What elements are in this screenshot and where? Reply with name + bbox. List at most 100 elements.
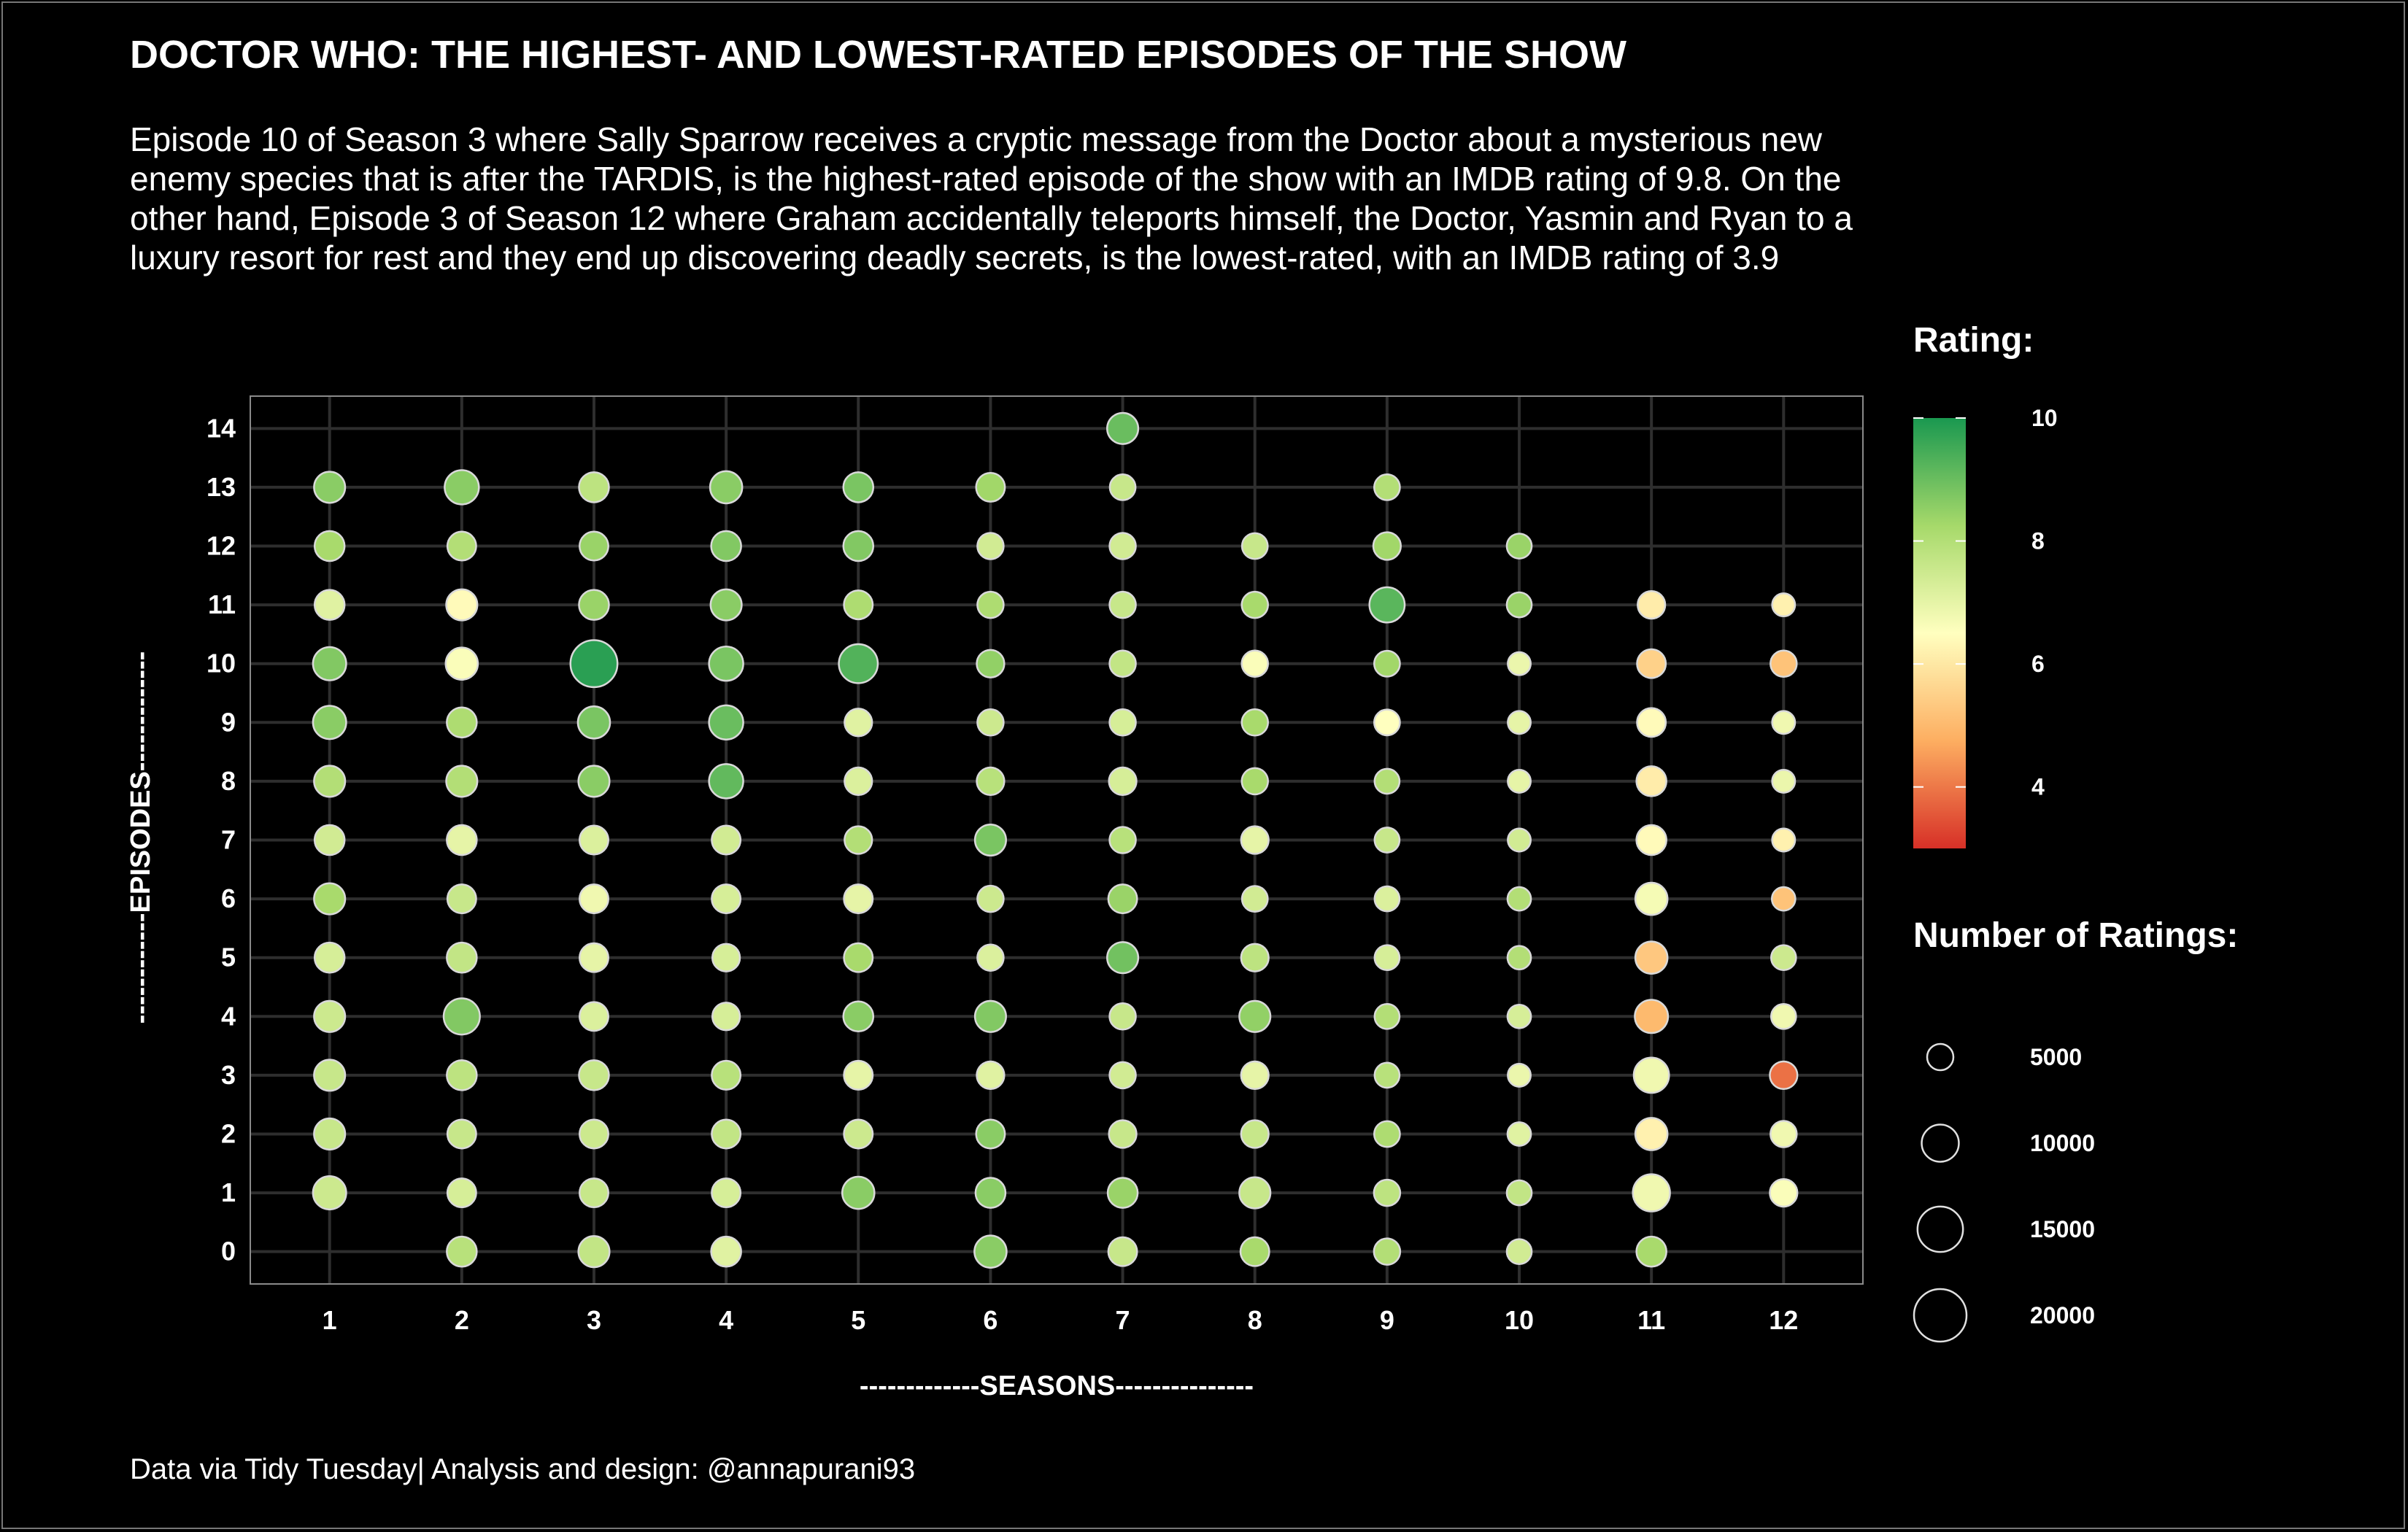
episode-point	[445, 588, 479, 622]
episode-point	[1770, 944, 1797, 972]
episode-point	[444, 469, 480, 506]
episode-point	[844, 708, 873, 738]
episode-point	[1373, 1120, 1401, 1148]
y-tick-label: 2	[221, 1118, 236, 1148]
episode-point	[578, 471, 610, 503]
episode-point	[1106, 1177, 1139, 1209]
episode-point	[843, 1118, 874, 1150]
episode-point	[842, 530, 875, 562]
episode-point	[1107, 1236, 1138, 1267]
episode-point	[1373, 767, 1401, 795]
y-tick-label: 5	[221, 943, 236, 972]
size-legend-circle	[1913, 1288, 1968, 1343]
episode-point	[1106, 411, 1140, 445]
x-axis-ticks: 1 2 3 4 5 6 7 8 9 10 11 12	[323, 1305, 1799, 1335]
episode-point	[711, 1002, 741, 1032]
episode-point	[446, 824, 478, 856]
episode-point	[1373, 1178, 1402, 1207]
episode-point	[1770, 886, 1797, 912]
episode-point	[446, 941, 478, 974]
episode-point	[1635, 824, 1667, 856]
episode-point	[312, 705, 347, 740]
colorbar-ticks: 10 8 6 4	[1913, 405, 2058, 800]
episode-point	[1373, 649, 1401, 678]
episode-point	[579, 942, 609, 973]
episode-point	[973, 999, 1007, 1033]
size-legend-items: 5000 10000 15000 20000	[1913, 1042, 2095, 1343]
size-legend-label: 10000	[2030, 1130, 2095, 1156]
episode-point	[446, 1235, 478, 1268]
episode-point	[579, 1001, 609, 1032]
episode-point	[843, 1059, 874, 1091]
episode-point	[313, 941, 346, 974]
episode-point	[312, 1175, 347, 1211]
episode-point	[844, 766, 873, 797]
episode-point	[1769, 1177, 1799, 1208]
episode-point	[1636, 707, 1667, 738]
episode-point	[313, 882, 347, 916]
episode-point	[711, 824, 742, 856]
episode-point	[711, 883, 742, 915]
episode-point	[579, 883, 609, 915]
x-tick-label: 5	[851, 1305, 865, 1335]
episode-point	[1637, 589, 1667, 620]
episode-point	[708, 645, 744, 682]
episode-point	[1770, 1120, 1798, 1148]
episode-point	[1507, 710, 1532, 735]
episode-point	[313, 1059, 347, 1092]
episode-point	[1373, 944, 1401, 972]
episode-point	[1108, 649, 1137, 678]
episode-point	[579, 1118, 609, 1150]
episode-point	[708, 763, 744, 800]
episode-point	[1507, 827, 1532, 853]
y-tick-label: 6	[221, 883, 236, 913]
y-tick-label: 9	[221, 707, 236, 737]
episode-point	[1505, 533, 1533, 560]
episode-point	[313, 530, 346, 562]
x-axis-title: -------------SEASONS---------------	[860, 1371, 1254, 1401]
episode-point	[975, 471, 1006, 503]
episode-point	[841, 1175, 876, 1210]
episode-point	[844, 825, 873, 855]
episode-point	[1373, 1061, 1401, 1089]
episode-point	[843, 942, 874, 973]
episode-point	[976, 943, 1005, 972]
colorbar-label: 6	[2031, 651, 2045, 677]
y-tick-label: 12	[207, 531, 236, 561]
episode-point	[1240, 590, 1269, 619]
episode-point	[1632, 1173, 1671, 1212]
episode-point	[1506, 1121, 1532, 1147]
y-tick-label: 1	[221, 1177, 236, 1207]
episode-point	[1108, 473, 1137, 501]
episode-point	[1507, 1062, 1532, 1088]
episode-point	[843, 883, 874, 915]
episode-point	[577, 765, 611, 798]
episode-point	[976, 708, 1005, 737]
episode-point	[708, 704, 744, 741]
episode-point	[974, 1177, 1007, 1209]
episode-point	[709, 470, 744, 505]
episode-point	[1238, 999, 1272, 1033]
chart-caption: Data via Tidy Tuesday| Analysis and desi…	[130, 1453, 916, 1485]
episode-point	[976, 532, 1005, 560]
color-legend-title: Rating:	[1913, 321, 2034, 360]
episode-point	[1505, 591, 1533, 619]
x-tick-label: 9	[1380, 1305, 1394, 1335]
y-tick-label: 11	[208, 589, 236, 619]
episode-point	[975, 1118, 1006, 1150]
episode-point	[1373, 827, 1401, 854]
episode-point	[579, 530, 609, 562]
episode-point	[446, 530, 477, 562]
y-tick-label: 14	[207, 413, 236, 443]
episode-point	[1108, 826, 1137, 854]
episode-point	[1769, 1060, 1799, 1091]
x-tick-label: 6	[983, 1305, 997, 1335]
size-legend: Number of Ratings: 5000 10000 15000 20000	[1913, 916, 2238, 1343]
episode-point	[711, 1059, 742, 1091]
episode-point	[711, 943, 741, 972]
episode-point	[1634, 999, 1670, 1034]
size-legend-label: 15000	[2030, 1216, 2095, 1242]
episode-point	[1238, 1176, 1272, 1210]
episode-point	[313, 471, 347, 504]
episode-point	[446, 1059, 478, 1091]
